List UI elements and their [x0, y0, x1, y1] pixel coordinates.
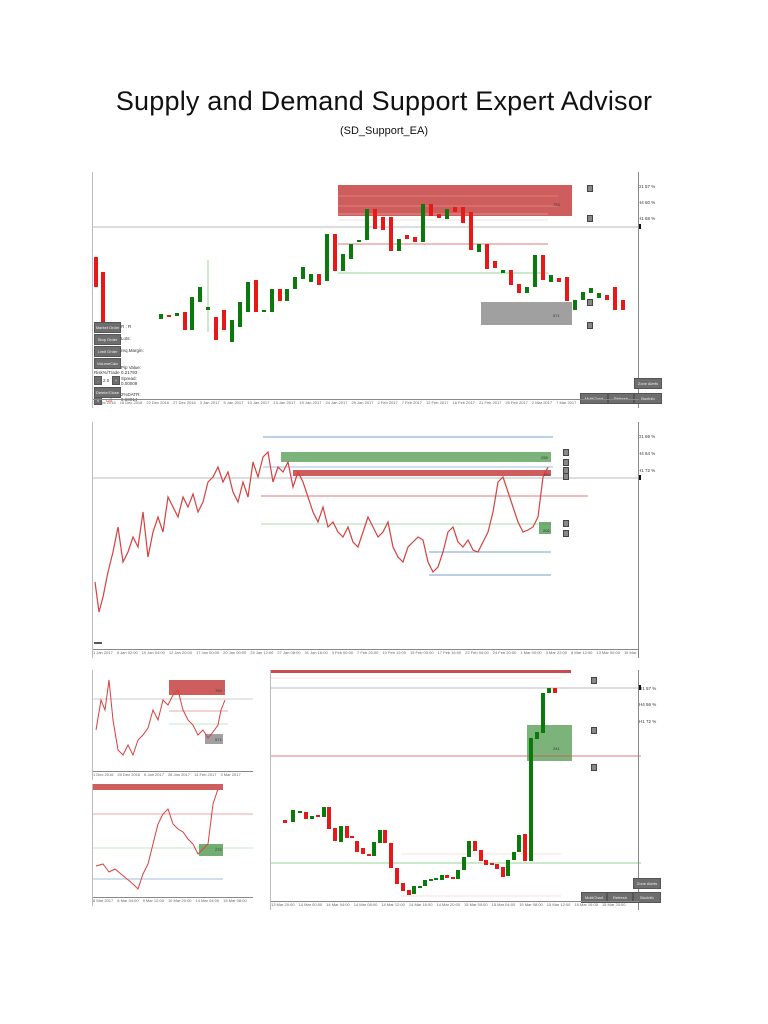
pip-value-label: Pip Value: [121, 365, 142, 370]
chart-2-canvas [93, 436, 639, 613]
spread-label: Spread: [121, 376, 137, 381]
zone-alerts-button[interactable]: Zone Alerts [633, 878, 661, 889]
rr-label: R : R [121, 324, 132, 329]
chart-3-mini-bottom[interactable]: 272 8 Mar 2017 8 Mar 04:00 9 Mar 12:00 10 M… [92, 784, 271, 906]
time-axis: 1 Dec 2016 20 Dec 2016 6 Jan 2017 26 Jan 20… [93, 771, 253, 780]
risk-label: Risk%/Trade [94, 370, 120, 375]
strength-d1: D1 57 % [638, 184, 656, 189]
zone-price-tag [587, 299, 593, 306]
risk-minus-button[interactable]: - [94, 376, 102, 385]
zone-price-tag [587, 322, 593, 329]
lots-label: Lots: [121, 336, 131, 341]
stop-order-button[interactable]: Stop Order [94, 334, 121, 345]
mini-bottom-canvas [93, 784, 253, 890]
zone-alerts-button[interactable]: Zone Alerts [634, 378, 662, 389]
demand-zone-label: 571 [215, 737, 222, 742]
atr-label: 2%DATR: [121, 392, 141, 397]
strength-h4: H4 60 % [638, 200, 656, 205]
page-title: Supply and Demand Support Expert Advisor [115, 86, 653, 116]
supply-zone-label: 150 [543, 472, 550, 477]
market-order-button[interactable]: Market Order [94, 322, 121, 333]
delete-close-button[interactable]: Delete/Close [94, 387, 121, 398]
zone-price-tag [591, 677, 597, 684]
boxinfo-button[interactable]: BoxInfo [633, 892, 661, 903]
page-subtitle: (SD_Support_EA) [339, 125, 429, 137]
zone-price-tag [563, 449, 569, 456]
strength-h4: H4 64 % [638, 451, 656, 456]
risk-plus-button[interactable]: + [112, 376, 120, 385]
time-axis: 8 Mar 2017 8 Mar 04:00 9 Mar 12:00 10 Mar 2… [93, 897, 253, 906]
price-axis[interactable] [638, 172, 669, 408]
refresh-button[interactable]: Refresh [608, 393, 634, 404]
supply-zone-label: 753 [215, 688, 222, 693]
strength-h1: H1 68 % [638, 216, 656, 221]
chart-3-canvas [271, 670, 641, 897]
demand-zone-label: 272 [215, 847, 222, 852]
zone-price-tag [591, 764, 597, 771]
multichart-button[interactable]: MultiChart [580, 393, 608, 404]
chart-shift-icon[interactable] [94, 642, 102, 644]
strength-d1: D1 57 % [639, 686, 657, 691]
toggle-off[interactable]: Off [106, 398, 112, 403]
zone-price-tag [563, 473, 569, 480]
chart-1-daily[interactable]: 753 571 D1 57 % H4 60 % H1 68 % Market O… [92, 172, 669, 408]
zone-price-tag [563, 530, 569, 537]
current-price-marker [639, 224, 641, 229]
zone-price-tag [563, 459, 569, 466]
supply-zone-label: 753 [553, 202, 560, 207]
zone-price-tag [563, 520, 569, 527]
zone-price-tag [591, 727, 597, 734]
time-axis: 1 Jan 2017 5 Jan 02:00 10 Jan 04:00 12 Jan … [93, 649, 639, 658]
risk-value-input[interactable]: 2.0 [103, 378, 110, 383]
spread-value: 0.00009 [121, 381, 138, 386]
pip-value: 0.21793 [121, 370, 138, 375]
current-price-marker [639, 685, 641, 690]
time-axis: 13 Dec 2016 16 Dec 2016 22 Dec 2016 27 Dec … [93, 399, 639, 408]
margin-label: req.Margin: [121, 348, 144, 353]
price-axis[interactable] [638, 422, 669, 658]
current-price-marker [639, 475, 641, 480]
chart-2-h4[interactable]: 255 150 202 D1 69 % H4 64 % H1 72 % 1 Ja… [92, 422, 669, 658]
mini-top-canvas [93, 679, 253, 757]
limit-order-button[interactable]: Limit Order [94, 346, 121, 357]
chart-3-mini-top[interactable]: 753 571 1 Dec 2016 20 Dec 2016 6 Jan 2017 2… [92, 670, 271, 780]
close-icon[interactable]: x [94, 397, 102, 405]
demand-zone-label: 241 [553, 746, 560, 751]
demand-zone-label: 571 [553, 313, 560, 318]
time-axis: 13 Mar 20:00 14 Mar 00:00 14 Mar 04:00 14 M… [271, 901, 639, 910]
strength-d1: D1 69 % [638, 434, 656, 439]
strength-h4: H4 56 % [639, 702, 657, 707]
price-axis[interactable] [638, 670, 669, 910]
multichart-button[interactable]: MultiChart [581, 892, 607, 903]
chart-1-canvas [93, 185, 639, 342]
strength-h1: H1 72 % [638, 468, 656, 473]
chart-3-main-h1[interactable]: 241 D1 57 % H4 56 % H1 72 % Zone Alerts … [270, 670, 669, 910]
demand-zone-2-label: 202 [543, 528, 550, 533]
zone-price-tag [587, 215, 593, 222]
strength-h1: H1 72 % [639, 719, 657, 724]
demand-zone-label: 255 [541, 455, 548, 460]
volume-calc-button[interactable]: VolumeCalc [94, 358, 121, 369]
refresh-button[interactable]: Refresh [607, 892, 633, 903]
boxinfo-button[interactable]: BoxInfo [634, 393, 662, 404]
zone-price-tag [587, 185, 593, 192]
